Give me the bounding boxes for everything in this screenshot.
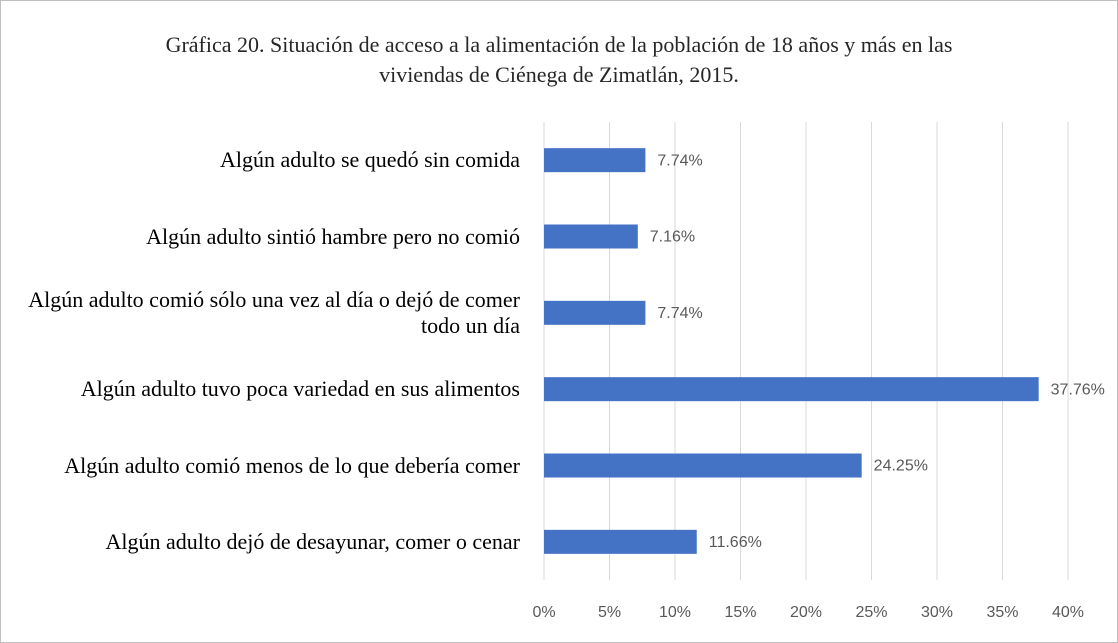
bar [544, 224, 638, 249]
y-tick-label: Algún adulto comió sólo una vez al día o… [28, 286, 520, 338]
value-label: 7.74% [657, 152, 702, 169]
x-tick-label: 30% [921, 604, 953, 621]
y-tick-label: Algún adulto sintió hambre pero no comió [146, 223, 520, 249]
x-tick-label: 35% [986, 604, 1018, 621]
x-tick-label: 20% [790, 604, 822, 621]
y-tick-label: Algún adulto tuvo poca variedad en sus a… [80, 376, 520, 402]
value-label: 7.74% [657, 305, 702, 322]
chart-title: Gráfica 20. Situación de acceso a la ali… [165, 32, 953, 87]
y-tick-label: Algún adulto comió menos de lo que deber… [64, 452, 520, 478]
bar [544, 148, 646, 173]
y-tick-label: Algún adulto dejó de desayunar, comer o … [105, 528, 520, 554]
bar [544, 377, 1039, 402]
x-tick-label: 25% [855, 604, 887, 621]
bar [544, 529, 697, 554]
value-label: 11.66% [709, 534, 762, 551]
x-tick-label: 40% [1052, 604, 1084, 621]
bar [544, 453, 862, 478]
value-label: 7.16% [650, 229, 695, 246]
value-label: 24.25% [874, 458, 928, 475]
bar [544, 300, 646, 325]
x-tick-label: 10% [659, 604, 691, 621]
x-tick-label: 0% [532, 604, 555, 621]
value-label: 37.76% [1051, 381, 1105, 398]
x-tick-label: 15% [724, 604, 756, 621]
y-tick-label: Algún adulto se quedó sin comida [219, 147, 520, 173]
x-tick-label: 5% [598, 604, 621, 621]
